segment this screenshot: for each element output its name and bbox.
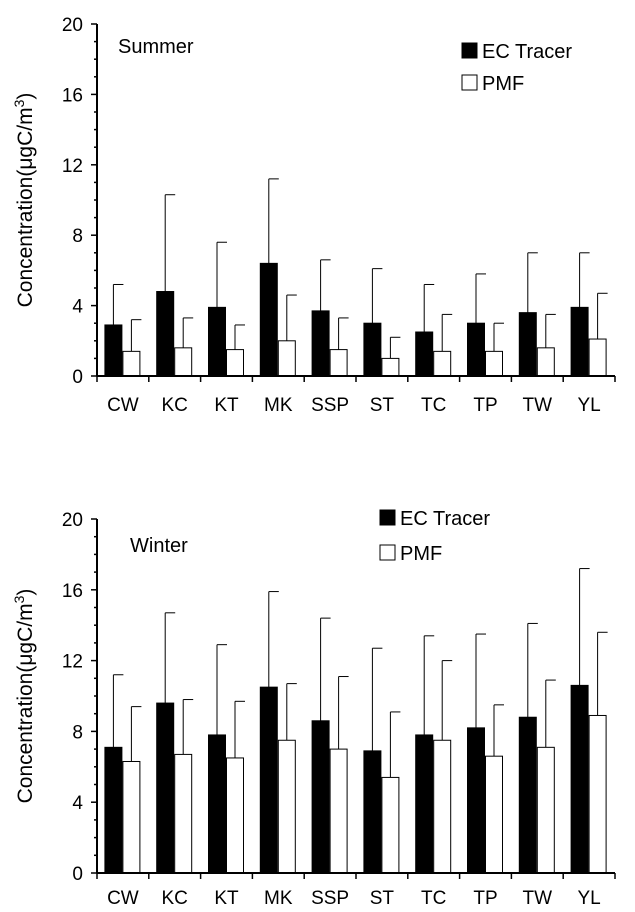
bar-ec-tracer-kc <box>156 291 175 377</box>
bar-pmf-tc <box>433 350 452 377</box>
bar-pmf-ssp <box>329 349 348 377</box>
x-tick-label: TC <box>421 395 446 416</box>
x-tick-label: KT <box>214 888 239 909</box>
bar-ec-tracer-kc <box>156 702 175 874</box>
y-tick-label: 0 <box>72 367 83 388</box>
bar-ec-tracer-st <box>363 322 382 377</box>
y-tick-label: 12 <box>62 652 83 673</box>
bar-ec-tracer-kt <box>208 734 226 874</box>
y-tick-label: 20 <box>62 15 83 36</box>
x-tick-label: SSP <box>311 395 349 416</box>
x-tick-label: CW <box>107 395 139 416</box>
y-tick-label: 8 <box>72 722 83 743</box>
chart-panel-winter: 0 4 8 12 16 20 CW KC KT MK SSP ST TC TP TW YL Concentrat… <box>11 508 616 909</box>
bar-pmf-yl <box>588 714 607 874</box>
x-tick-label: TP <box>473 888 497 909</box>
x-tick-label: TW <box>523 888 553 909</box>
x-tick-label: KC <box>161 395 187 416</box>
bar-pmf-cw <box>122 760 141 874</box>
bar-pmf-st <box>381 776 400 874</box>
bar-ec-tracer-ssp <box>311 720 330 874</box>
chart-title: Summer <box>118 36 194 58</box>
bar-ec-tracer-ssp <box>311 310 330 377</box>
bar-ec-tracer-kt <box>208 306 226 377</box>
x-tick-label: TC <box>421 888 446 909</box>
bar-pmf-tw <box>536 746 555 874</box>
x-tick-label: CW <box>107 888 139 909</box>
x-tick-label: MK <box>264 888 293 909</box>
bar-ec-tracer-yl <box>570 306 589 377</box>
y-axis-label: Concentration(μgC/m3) <box>11 589 37 804</box>
legend-label-pmf: PMF <box>400 543 442 565</box>
y-tick-label: 16 <box>62 85 83 106</box>
x-tick-label: MK <box>264 395 293 416</box>
y-axis-label-sup: 3 <box>11 595 27 603</box>
x-tick-label: SSP <box>311 888 349 909</box>
y-tick-label: 20 <box>62 510 83 531</box>
bar-pmf-st <box>381 357 400 377</box>
y-tick-label: 4 <box>72 297 83 318</box>
y-axis-label: Concentration(μgC/m3) <box>11 93 37 308</box>
bar-pmf-kc <box>174 347 193 377</box>
bar-pmf-kc <box>174 753 193 874</box>
x-tick-label: ST <box>370 395 395 416</box>
bar-pmf-mk <box>277 739 296 874</box>
bar-pmf-tw <box>536 347 555 377</box>
bar-ec-tracer-tp <box>467 322 485 377</box>
bar-pmf-kt <box>226 757 244 874</box>
bar-ec-tracer-tw <box>518 312 537 377</box>
legend-label-ec-tracer: EC Tracer <box>400 508 490 530</box>
x-tick-label: TW <box>523 395 553 416</box>
legend-label-pmf: PMF <box>482 73 524 95</box>
chart-panel-summer: 0 4 8 12 16 20 CW KC KT MK SSP ST TC TP TW YL Concentrat… <box>11 15 616 416</box>
legend-swatch-ec-tracer <box>461 42 478 59</box>
x-tick-label: TP <box>473 395 497 416</box>
x-tick-label: KC <box>161 888 187 909</box>
bar-ec-tracer-cw <box>104 324 123 377</box>
y-axis-label-main: Concentration(μgC/m <box>14 603 37 803</box>
bar-pmf-kt <box>226 349 244 377</box>
x-tick-label: YL <box>577 395 600 416</box>
x-tick-label: ST <box>370 888 395 909</box>
bar-pmf-tp <box>485 350 503 377</box>
bar-ec-tracer-mk <box>259 686 278 874</box>
bar-pmf-yl <box>588 338 607 377</box>
bar-ec-tracer-st <box>363 750 382 874</box>
bar-pmf-tc <box>433 739 452 874</box>
x-tick-label: KT <box>214 395 239 416</box>
y-axis-label-end: ) <box>14 93 37 100</box>
bar-pmf-cw <box>122 350 141 377</box>
bar-ec-tracer-tc <box>415 331 434 377</box>
bar-pmf-tp <box>485 755 503 874</box>
legend-swatch-ec-tracer <box>379 509 396 526</box>
y-tick-label: 0 <box>72 864 83 885</box>
bar-pmf-mk <box>277 340 296 377</box>
bar-ec-tracer-yl <box>570 684 589 874</box>
legend-label-ec-tracer: EC Tracer <box>482 41 572 63</box>
y-tick-label: 8 <box>72 226 83 247</box>
y-tick-label: 4 <box>72 793 83 814</box>
bar-pmf-ssp <box>329 748 348 874</box>
y-axis-label-end: ) <box>14 589 37 596</box>
y-axis-label-main: Concentration(μgC/m <box>14 107 37 307</box>
y-axis-label-sup: 3 <box>11 99 27 107</box>
bar-ec-tracer-cw <box>104 746 123 874</box>
legend-swatch-pmf <box>461 74 478 91</box>
y-tick-label: 16 <box>62 581 83 602</box>
chart-title: Winter <box>130 535 188 557</box>
bar-ec-tracer-mk <box>259 262 278 377</box>
y-tick-label: 12 <box>62 156 83 177</box>
legend-swatch-pmf <box>379 544 396 561</box>
bar-ec-tracer-tw <box>518 716 537 874</box>
x-tick-label: YL <box>577 888 600 909</box>
bar-ec-tracer-tc <box>415 734 434 874</box>
bar-ec-tracer-tp <box>467 727 485 874</box>
